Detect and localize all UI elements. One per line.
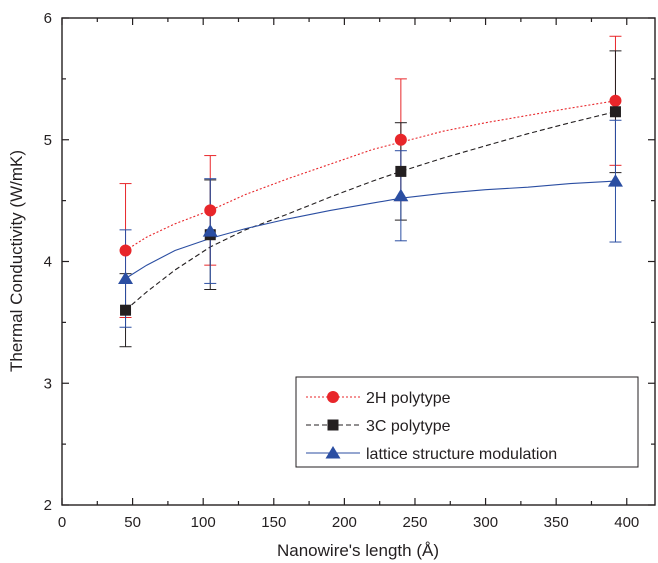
legend-items: 2H polytype 3C polytype lattice structure … (306, 390, 557, 463)
data-point (118, 271, 134, 285)
x-tick-labels: 0 50 100 150 200 250 300 350 400 (58, 514, 639, 531)
x-axis-title: Nanowire's length (Å) (277, 541, 439, 560)
legend-label: lattice structure modulation (366, 446, 557, 463)
fit-line (125, 111, 616, 311)
data-point (395, 165, 407, 177)
y-tick-label: 5 (44, 132, 52, 149)
fit-line (125, 100, 616, 251)
y-tick-label: 4 (44, 254, 52, 271)
x-tick-label: 350 (544, 514, 569, 531)
x-tick-label: 0 (58, 514, 66, 531)
y-tick-label: 2 (44, 497, 52, 514)
x-tick-label: 400 (614, 514, 639, 531)
legend-marker (327, 391, 339, 403)
error-bars (119, 35, 622, 348)
fit-lines (125, 100, 616, 311)
x-tick-label: 250 (402, 514, 427, 531)
x-tick-label: 200 (332, 514, 357, 531)
data-point (607, 174, 623, 187)
data-point (204, 204, 217, 217)
legend-marker (325, 446, 341, 459)
x-tick-label: 100 (191, 514, 216, 531)
y-tick-label: 6 (44, 10, 52, 27)
axis-ticks (61, 17, 655, 506)
x-tick-label: 50 (124, 514, 141, 531)
data-point (119, 244, 132, 257)
legend-marker (327, 419, 339, 431)
data-point (609, 106, 621, 118)
legend-label: 2H polytype (366, 390, 451, 407)
y-tick-label: 3 (44, 375, 52, 392)
fit-line (125, 180, 616, 279)
x-tick-label: 300 (473, 514, 498, 531)
legend: 2H polytype 3C polytype lattice structure … (295, 376, 639, 468)
legend-box (295, 376, 639, 468)
data-point (394, 133, 407, 146)
data-markers (118, 94, 623, 316)
data-point (609, 94, 622, 107)
legend-label: 3C polytype (366, 418, 451, 435)
x-tick-label: 150 (261, 514, 286, 531)
data-point (120, 304, 132, 316)
data-point (393, 188, 409, 202)
y-axis-title: Thermal Conductivity (W/mK) (7, 150, 26, 372)
y-tick-labels: 2 3 4 5 6 (44, 10, 52, 514)
data-point (202, 224, 218, 237)
